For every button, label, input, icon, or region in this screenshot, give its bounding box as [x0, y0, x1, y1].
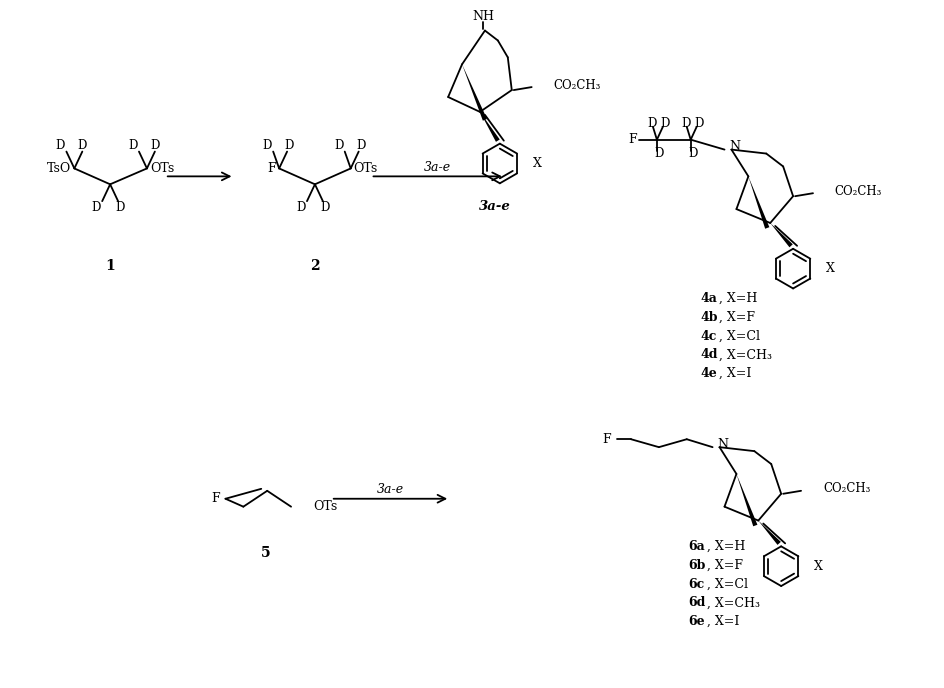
Text: , X=I: , X=I — [706, 615, 738, 628]
Text: D: D — [296, 201, 305, 213]
Text: D: D — [647, 117, 656, 130]
Text: D: D — [356, 139, 365, 152]
Text: , X=I: , X=I — [717, 367, 750, 380]
Text: , X=CH₃: , X=CH₃ — [706, 596, 759, 610]
Text: , X=Cl: , X=Cl — [706, 577, 747, 590]
Text: F: F — [211, 492, 219, 505]
Text: D: D — [320, 201, 329, 213]
Text: 6b: 6b — [688, 559, 705, 572]
Text: D: D — [681, 117, 690, 130]
Text: , X=F: , X=F — [706, 559, 742, 572]
Text: 6e: 6e — [688, 615, 704, 628]
Text: X: X — [813, 560, 822, 572]
Text: D: D — [284, 139, 294, 152]
Text: D: D — [92, 201, 101, 213]
Polygon shape — [735, 474, 757, 526]
Text: NH: NH — [471, 10, 494, 23]
Text: X: X — [532, 157, 541, 170]
Text: 3a-e: 3a-e — [424, 161, 451, 174]
Text: D: D — [334, 139, 343, 152]
Text: 4b: 4b — [700, 311, 717, 324]
Text: D: D — [115, 201, 125, 213]
Text: D: D — [660, 117, 669, 130]
Text: D: D — [128, 139, 138, 152]
Text: D: D — [77, 139, 87, 152]
Text: F: F — [267, 162, 276, 175]
Text: 6c: 6c — [688, 577, 704, 590]
Text: CO₂CH₃: CO₂CH₃ — [553, 78, 600, 92]
Text: 2: 2 — [310, 259, 319, 272]
Text: 6a: 6a — [688, 540, 705, 553]
Polygon shape — [769, 223, 792, 247]
Text: 4e: 4e — [700, 367, 716, 380]
Text: D: D — [653, 147, 663, 160]
Text: D: D — [150, 139, 160, 152]
Text: D: D — [693, 117, 702, 130]
Text: 6d: 6d — [688, 596, 705, 610]
Polygon shape — [480, 112, 499, 142]
Text: 4a: 4a — [700, 292, 716, 305]
Text: 3a-e: 3a-e — [377, 483, 404, 496]
Text: 4c: 4c — [700, 330, 716, 343]
Text: OTs: OTs — [150, 162, 174, 175]
Text: , X=H: , X=H — [706, 540, 744, 553]
Text: CO₂CH₃: CO₂CH₃ — [822, 482, 869, 495]
Text: , X=Cl: , X=Cl — [717, 330, 759, 343]
Polygon shape — [748, 176, 768, 228]
Text: OTs: OTs — [353, 162, 378, 175]
Text: F: F — [628, 133, 636, 146]
Text: N: N — [728, 140, 739, 153]
Text: CO₂CH₃: CO₂CH₃ — [834, 185, 882, 197]
Text: , X=CH₃: , X=CH₃ — [717, 348, 770, 361]
Text: 4d: 4d — [700, 348, 717, 361]
Polygon shape — [757, 521, 780, 545]
Text: D: D — [687, 147, 697, 160]
Text: F: F — [602, 433, 611, 446]
Polygon shape — [462, 64, 486, 120]
Text: D: D — [262, 139, 272, 152]
Text: , X=F: , X=F — [717, 311, 753, 324]
Text: 1: 1 — [105, 259, 115, 272]
Text: 3a-e: 3a-e — [479, 200, 510, 213]
Text: D: D — [56, 139, 65, 152]
Text: OTs: OTs — [312, 500, 337, 513]
Text: 5: 5 — [261, 546, 270, 560]
Text: X: X — [825, 262, 834, 275]
Text: N: N — [716, 438, 727, 451]
Text: TsO: TsO — [47, 162, 72, 175]
Text: , X=H: , X=H — [717, 292, 756, 305]
